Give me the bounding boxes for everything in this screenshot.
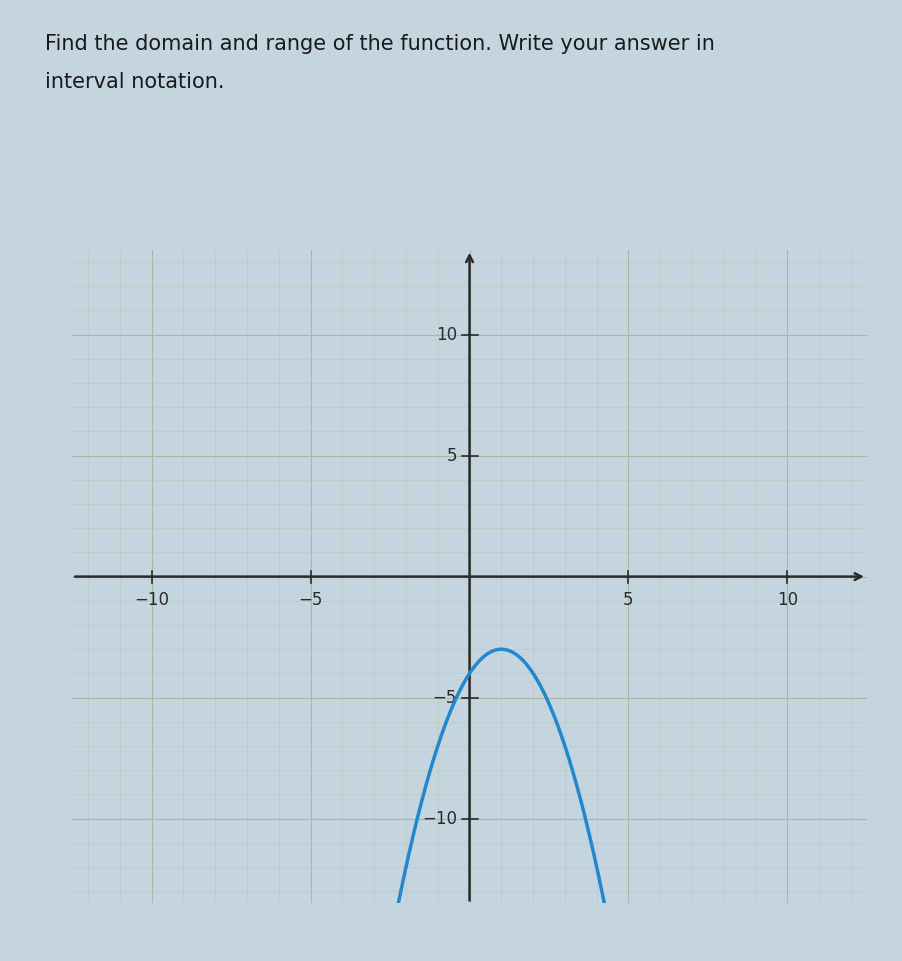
Text: 10: 10 xyxy=(776,591,797,609)
Text: 5: 5 xyxy=(622,591,633,609)
Text: −10: −10 xyxy=(421,809,456,827)
Text: 10: 10 xyxy=(436,326,456,344)
Text: −10: −10 xyxy=(134,591,169,609)
Text: interval notation.: interval notation. xyxy=(45,72,225,92)
Text: Find the domain and range of the function. Write your answer in: Find the domain and range of the functio… xyxy=(45,34,714,54)
Text: 5: 5 xyxy=(446,447,456,464)
Text: −5: −5 xyxy=(432,689,456,706)
Text: −5: −5 xyxy=(299,591,322,609)
